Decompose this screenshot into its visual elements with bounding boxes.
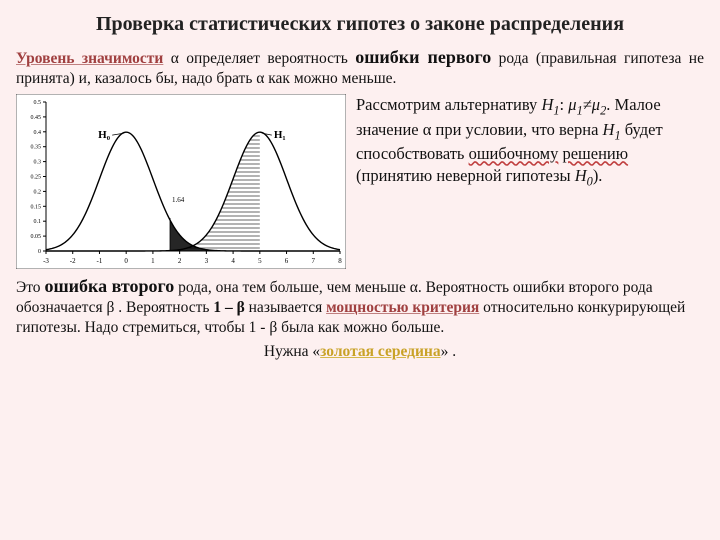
svg-text:-2: -2	[70, 257, 76, 265]
sp-l4: ).	[593, 166, 603, 185]
golden-mean: золотая середина	[320, 343, 440, 360]
svg-text:7: 7	[312, 257, 316, 265]
svg-text:-1: -1	[97, 257, 103, 265]
accent-significance: Уровень значимости	[16, 50, 163, 67]
svg-text:0.4: 0.4	[34, 130, 42, 136]
svg-text:0.35: 0.35	[31, 145, 42, 151]
sp-w2: решению	[562, 144, 628, 163]
svg-text:0.45: 0.45	[31, 115, 42, 121]
error-type1: ошибки первого	[355, 47, 491, 67]
svg-text:1: 1	[151, 257, 155, 265]
sp-l1b: :	[560, 95, 569, 114]
svg-text:8: 8	[338, 257, 342, 265]
sp-w1: ошибочному	[469, 144, 559, 163]
svg-text:0.05: 0.05	[31, 235, 42, 241]
sp-l1a: Рассмотрим альтернативу	[356, 95, 541, 114]
svg-text:4: 4	[231, 257, 235, 265]
p1-t1: α определяет вероятность	[163, 50, 355, 67]
error-type2: ошибка второго	[44, 276, 174, 296]
svg-text:-3: -3	[43, 257, 49, 265]
svg-text:0: 0	[124, 257, 128, 265]
svg-text:0.25: 0.25	[31, 175, 42, 181]
sp-H1a: H1	[541, 95, 559, 114]
svg-text:2: 2	[178, 257, 182, 265]
svg-text:3: 3	[205, 257, 209, 265]
side-paragraph: Рассмотрим альтернативу H1: μ1≠μ2. Малое…	[356, 94, 704, 189]
p2-t1: Это	[16, 279, 44, 296]
svg-text:0.5: 0.5	[34, 100, 42, 106]
f-t1: Нужна «	[264, 343, 320, 360]
paragraph-1: Уровень значимости α определяет вероятно…	[16, 46, 704, 89]
svg-text:0.15: 0.15	[31, 205, 42, 211]
svg-text:1.64: 1.64	[172, 196, 185, 204]
power-0: 1 – β	[213, 299, 244, 316]
svg-text:6: 6	[285, 257, 289, 265]
sp-H1b: H1	[603, 120, 621, 139]
sp-l3: (принятию неверной гипотезы	[356, 166, 575, 185]
distribution-chart: -3 -2 -1 0 1 2 3 4 5 6 7 8 0 0.05 0.1 0.15 0.2 0.25 0.3 0.3…	[16, 94, 346, 269]
paragraph-2: Это ошибка второго рода, она тем больше,…	[16, 275, 704, 338]
svg-text:5: 5	[258, 257, 262, 265]
svg-text:0.1: 0.1	[34, 220, 42, 226]
footer-line: Нужна «золотая середина» .	[16, 342, 704, 362]
sp-H0: H0	[575, 166, 593, 185]
svg-text:0.2: 0.2	[34, 190, 42, 196]
sp-mu: μ1≠μ2	[568, 95, 606, 114]
svg-text:0.3: 0.3	[34, 160, 42, 166]
svg-text:0: 0	[38, 249, 41, 255]
f-t2: » .	[441, 343, 457, 360]
page-title: Проверка статистических гипотез о законе…	[16, 12, 704, 38]
svg-text:H₁: H₁	[274, 130, 286, 142]
svg-text:H₀: H₀	[98, 130, 111, 142]
p2-t3: называется	[245, 299, 326, 316]
power-label: мощностью критерия	[326, 299, 479, 316]
